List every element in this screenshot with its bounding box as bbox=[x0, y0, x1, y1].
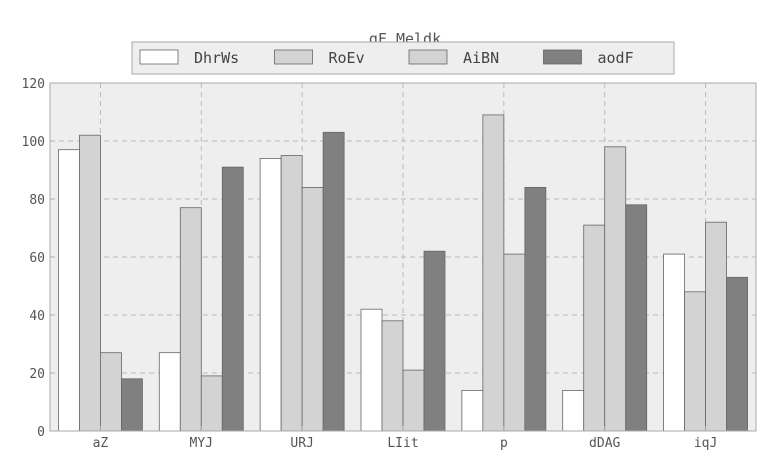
bar-RoEv-URJ bbox=[280, 155, 303, 432]
y-tick-label: 60 bbox=[29, 251, 45, 266]
bar-DhrWs-URJ bbox=[259, 157, 282, 432]
bar-DhrWs-LIit bbox=[360, 308, 383, 432]
y-tick-label: 80 bbox=[29, 193, 45, 208]
legend-label-RoEv: RoEv bbox=[329, 49, 365, 67]
bar-aodF-p bbox=[524, 186, 547, 432]
bar-AiBN-aZ bbox=[100, 352, 122, 432]
x-tick-label: dDAG bbox=[589, 436, 620, 451]
y-tick-label: 120 bbox=[22, 77, 45, 92]
legend-label-AiBN: AiBN bbox=[463, 49, 499, 67]
x-tick-label: LIit bbox=[387, 436, 418, 451]
bar-RoEv-aZ bbox=[79, 134, 101, 432]
legend: DhrWs RoEv AiBN aodF bbox=[131, 41, 675, 75]
x-tick-label: iqJ bbox=[694, 436, 717, 451]
legend-swatch-RoEv bbox=[274, 49, 313, 65]
bar-DhrWs-aZ bbox=[58, 149, 80, 432]
bar-aodF-aZ bbox=[121, 378, 143, 432]
x-tick-label: URJ bbox=[290, 436, 313, 451]
bar-AiBN-MYJ bbox=[200, 375, 223, 432]
bar-aodF-MYJ bbox=[221, 166, 244, 432]
bar-AiBN-dDAG bbox=[604, 146, 627, 432]
y-tick-label: 0 bbox=[37, 425, 45, 440]
y-tick-label: 40 bbox=[29, 309, 45, 324]
bar-RoEv-iqJ bbox=[684, 291, 706, 432]
bars bbox=[58, 114, 748, 432]
bar-RoEv-MYJ bbox=[179, 207, 202, 432]
legend-swatch-DhrWs bbox=[139, 49, 179, 65]
bar-aodF-LIit bbox=[423, 250, 446, 432]
bar-RoEv-LIit bbox=[381, 320, 404, 432]
x-axis: aZ MYJ URJ LIit p dDAG iqJ bbox=[93, 426, 717, 451]
x-tick-label: p bbox=[500, 436, 508, 451]
bar-aodF-dDAG bbox=[625, 204, 648, 432]
legend-swatch-AiBN bbox=[408, 49, 448, 65]
bar-RoEv-dDAG bbox=[583, 224, 606, 432]
bar-AiBN-URJ bbox=[301, 186, 324, 432]
x-tick-label: aZ bbox=[93, 436, 109, 451]
bar-DhrWs-MYJ bbox=[158, 352, 181, 432]
bar-RoEv-p bbox=[482, 114, 505, 432]
bar-DhrWs-dDAG bbox=[562, 389, 585, 432]
bar-AiBN-p bbox=[503, 253, 526, 432]
bar-aodF-URJ bbox=[322, 131, 345, 432]
y-tick-label: 20 bbox=[29, 367, 45, 382]
bar-aodF-iqJ bbox=[726, 276, 748, 432]
x-tick-label: MYJ bbox=[190, 436, 213, 451]
bar-DhrWs-p bbox=[461, 389, 484, 432]
legend-label-DhrWs: DhrWs bbox=[194, 49, 239, 67]
legend-swatch-aodF bbox=[543, 49, 582, 65]
legend-label-aodF: aodF bbox=[598, 49, 634, 67]
bar-DhrWs-iqJ bbox=[663, 253, 685, 432]
y-axis: 0 20 40 60 80 100 120 bbox=[22, 77, 55, 440]
bar-AiBN-iqJ bbox=[705, 221, 727, 432]
bar-AiBN-LIit bbox=[402, 369, 425, 432]
legend-box bbox=[131, 41, 675, 75]
y-tick-label: 100 bbox=[22, 135, 45, 150]
